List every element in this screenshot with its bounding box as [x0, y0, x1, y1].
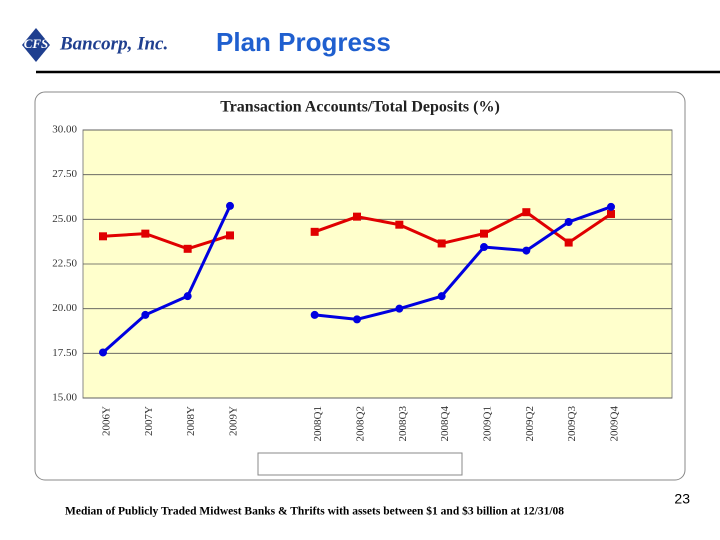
y-tick-label: 22.50 [52, 258, 77, 270]
marker [395, 220, 404, 229]
y-tick-label: 25.00 [52, 213, 77, 225]
marker [141, 229, 150, 238]
x-tick-label: 2008Q4 [439, 406, 451, 442]
marker [183, 292, 192, 301]
series-line [102, 210, 612, 251]
marker [607, 202, 615, 211]
series-line [102, 205, 612, 354]
marker [564, 218, 573, 227]
marker [607, 209, 615, 218]
marker [522, 246, 531, 255]
page-number: 23 [674, 491, 690, 507]
x-tick-label: 2008Q1 [312, 406, 324, 441]
marker [99, 232, 107, 241]
marker [99, 348, 107, 357]
legend [257, 452, 463, 476]
x-tick-label: 2008Q2 [355, 406, 367, 441]
x-tick-label: 2009Q2 [524, 406, 536, 441]
x-tick-label: 2009Q4 [609, 406, 621, 442]
x-tick-label: 2009Q3 [566, 406, 578, 442]
x-tick-label: 2008Y [185, 406, 197, 436]
chart-title: Transaction Accounts/Total Deposits (%) [220, 99, 500, 116]
marker [226, 231, 234, 240]
y-tick-label: 15.00 [52, 392, 77, 404]
marker [310, 227, 319, 236]
marker [141, 310, 150, 319]
footnote: Median of Publicly Traded Midwest Banks … [65, 505, 564, 518]
marker [522, 208, 531, 217]
slide-title: Plan Progress [216, 27, 391, 57]
logo: CFS [22, 28, 50, 62]
company-name: Bancorp, Inc. [59, 33, 168, 54]
x-tick-label: 2009Q1 [482, 406, 494, 441]
marker [226, 201, 234, 210]
y-tick-label: 30.00 [52, 124, 77, 136]
marker [353, 212, 361, 221]
marker [480, 229, 488, 238]
marker [437, 292, 446, 301]
y-tick-label: 20.00 [52, 302, 77, 314]
marker [353, 315, 361, 324]
y-tick-label: 27.50 [52, 168, 77, 180]
marker [395, 304, 404, 313]
logo-diamond [22, 28, 50, 62]
marker [310, 310, 319, 319]
x-tick-label: 2008Q3 [397, 406, 409, 442]
x-tick-label: 2009Y [228, 406, 240, 436]
marker [564, 238, 573, 247]
marker [437, 239, 446, 248]
marker [183, 244, 192, 253]
y-tick-label: 17.50 [52, 347, 77, 359]
logo-text: CFS [24, 36, 49, 51]
x-tick-label: 2007Y [143, 406, 155, 436]
marker [480, 243, 488, 252]
x-tick-label: 2006Y [101, 406, 113, 436]
